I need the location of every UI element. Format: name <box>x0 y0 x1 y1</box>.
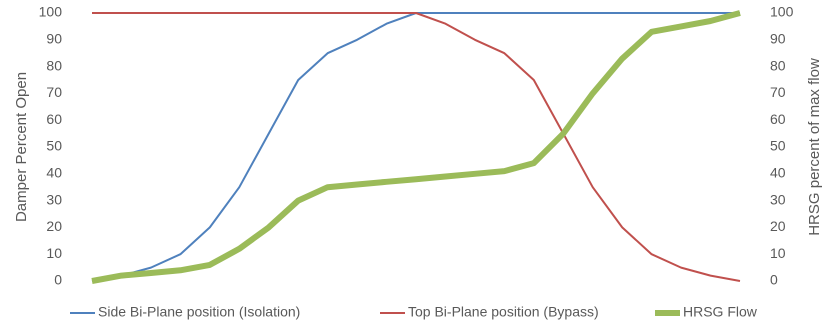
y2-axis-title: HRSG percent of max flow <box>806 58 823 236</box>
y-axis-title: Damper Percent Open <box>13 72 30 222</box>
y-tick-label: 70 <box>46 84 62 100</box>
y-tick-label: 10 <box>46 245 62 261</box>
series-line <box>91 12 740 282</box>
y2-tick-label: 90 <box>770 31 786 47</box>
y2-tick-label: 10 <box>770 245 786 261</box>
series-line <box>91 10 741 284</box>
y-tick-label: 100 <box>39 4 63 20</box>
legend-label: Top Bi-Plane position (Bypass) <box>408 304 599 320</box>
y2-tick-label: 40 <box>770 165 786 181</box>
y2-tick-label: 70 <box>770 84 786 100</box>
y2-tick-label: 30 <box>770 191 786 207</box>
legend-label: HRSG Flow <box>683 304 758 320</box>
legend-label: Side Bi-Plane position (Isolation) <box>98 304 300 320</box>
y-tick-label: 0 <box>54 272 62 288</box>
y2-tick-label: 20 <box>770 218 786 234</box>
y2-tick-label: 60 <box>770 111 786 127</box>
series-line <box>92 12 741 282</box>
y2-tick-label: 50 <box>770 138 786 154</box>
y-tick-label: 90 <box>46 31 62 47</box>
y-tick-label: 30 <box>46 191 62 207</box>
y-tick-label: 80 <box>46 57 62 73</box>
y2-tick-label: 100 <box>770 4 794 20</box>
y2-tick-label: 0 <box>770 272 778 288</box>
y2-tick-label: 80 <box>770 57 786 73</box>
y-tick-label: 40 <box>46 165 62 181</box>
y-tick-label: 50 <box>46 138 62 154</box>
y-tick-label: 60 <box>46 111 62 127</box>
y-tick-label: 20 <box>46 218 62 234</box>
